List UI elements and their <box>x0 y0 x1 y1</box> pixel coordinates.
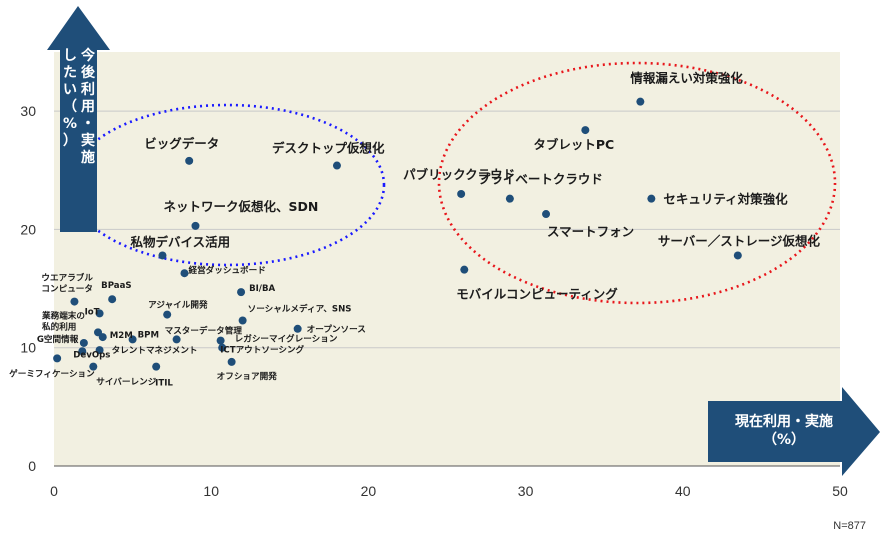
point-label: サイバーレンジ <box>96 377 156 388</box>
data-point <box>98 333 107 342</box>
data-point <box>95 346 104 355</box>
x-axis-arrow: 現在利用・実施（%） <box>708 387 880 476</box>
data-point <box>108 295 117 304</box>
point-label: タレントマネジメント <box>112 344 198 356</box>
x-axis-ticks: 0 10 20 30 40 50 <box>50 483 848 499</box>
point-label: ネットワーク仮想化、SDN <box>163 199 318 214</box>
data-point <box>172 335 181 344</box>
point-label: 業務端末の私的利用 <box>41 309 85 332</box>
x-tick-label: 30 <box>518 483 534 499</box>
point-label: セキュリティ対策強化 <box>663 192 788 207</box>
point-label: IoT <box>85 307 100 317</box>
data-point <box>505 194 514 203</box>
point-label: アジャイル開発 <box>148 299 208 311</box>
point-label: ビッグデータ <box>144 136 219 151</box>
data-point <box>95 309 104 318</box>
data-point <box>218 343 227 352</box>
plot-area <box>54 52 840 466</box>
x-tick-label: 50 <box>832 483 848 499</box>
y-tick-label: 10 <box>20 340 36 356</box>
data-point <box>238 316 247 325</box>
point-label: ウエアラブルコンピュータ <box>41 272 93 295</box>
data-point <box>733 251 742 260</box>
data-point <box>70 297 79 306</box>
data-point <box>78 347 87 356</box>
point-label: サーバー／ストレージ仮想化 <box>658 233 821 248</box>
y-axis-arrow: 今後利用・実施したい（%） <box>47 6 110 232</box>
data-point <box>180 269 189 278</box>
data-point <box>152 362 161 371</box>
data-point <box>158 251 167 260</box>
data-point <box>79 338 88 347</box>
point-label: レガシーマイグレーション <box>235 333 338 345</box>
data-point <box>53 354 62 363</box>
data-point <box>185 156 194 165</box>
point-label: M2M <box>110 331 133 341</box>
point-label: 私物デバイス活用 <box>129 234 230 249</box>
data-points <box>53 97 742 371</box>
data-point <box>332 161 341 170</box>
y-tick-label: 0 <box>28 458 36 474</box>
y-axis-title: 今後利用・実施したい（%） <box>63 47 96 166</box>
point-label: 経営ダッシュボード <box>188 264 265 276</box>
gridlines <box>54 110 840 349</box>
point-label: ソーシャルメディア、SNS <box>248 303 352 315</box>
point-label: オフショア開発 <box>217 370 278 382</box>
data-point <box>581 126 590 135</box>
point-label: マスターデータ管理 <box>165 324 243 336</box>
point-label: オープンソース <box>307 323 366 335</box>
point-label: BPM <box>138 330 159 340</box>
sample-size-note: N=877 <box>833 520 866 532</box>
point-label: デスクトップ仮想化 <box>272 141 385 156</box>
x-tick-label: 20 <box>361 483 377 499</box>
x-axis-title: 現在利用・実施（%） <box>735 413 833 448</box>
point-label: プライベートクラウド <box>478 172 603 187</box>
data-point <box>460 265 469 274</box>
point-label: DevOps <box>73 350 110 360</box>
data-point <box>163 310 172 319</box>
data-point <box>542 210 551 219</box>
data-point <box>89 362 98 371</box>
point-label: BI/BA <box>249 284 275 294</box>
data-point <box>647 194 656 203</box>
y-axis-ticks: 0 10 20 30 <box>20 103 36 474</box>
x-tick-label: 40 <box>675 483 691 499</box>
red-cluster-ellipse <box>437 61 837 305</box>
data-point <box>191 221 200 230</box>
data-point <box>237 288 246 297</box>
data-point <box>128 335 137 344</box>
data-point <box>227 357 236 366</box>
x-tick-label: 0 <box>50 483 58 499</box>
y-tick-label: 20 <box>20 221 36 237</box>
y-tick-label: 30 <box>20 103 36 119</box>
point-label: BPaaS <box>101 281 131 291</box>
point-label: ITIL <box>155 379 173 389</box>
data-point <box>636 97 645 106</box>
blue-cluster-ellipse <box>68 103 386 267</box>
x-tick-label: 10 <box>203 483 219 499</box>
point-label: ゲーミフィケーション <box>9 367 95 379</box>
point-label: モバイルコンピューティング <box>456 287 618 302</box>
point-label: ICTアウトソーシング <box>220 344 304 356</box>
data-point <box>457 189 466 198</box>
data-point <box>216 336 225 345</box>
point-label: 情報漏えい対策強化 <box>630 71 743 86</box>
point-label: パブリッククラウド <box>403 167 515 182</box>
point-label: G空間情報 <box>37 333 79 345</box>
point-label: スマートフォン <box>547 224 634 239</box>
point-label: タブレットPC <box>533 137 614 152</box>
data-point <box>293 324 302 333</box>
